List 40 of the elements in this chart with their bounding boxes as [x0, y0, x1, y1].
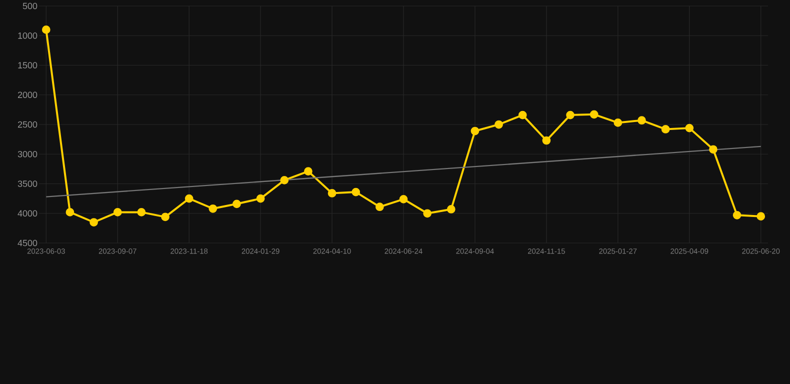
- point: [66, 208, 74, 216]
- point: [756, 212, 766, 221]
- y-tick-label: 4500: [18, 240, 38, 246]
- point: [352, 188, 360, 196]
- point: [470, 126, 480, 136]
- point: [184, 194, 194, 203]
- y-tick-label: 500: [22, 2, 38, 10]
- y-tick-label: 1500: [18, 62, 38, 68]
- point: [661, 125, 670, 134]
- point: [42, 26, 50, 34]
- point: [90, 218, 98, 226]
- y-tick-label: 3500: [18, 180, 38, 187]
- point: [399, 194, 408, 204]
- point: [542, 136, 551, 145]
- point: [280, 176, 289, 184]
- y-tick-label: 2500: [18, 121, 38, 128]
- point: [732, 210, 742, 220]
- point: [232, 200, 241, 208]
- point: [328, 189, 336, 198]
- point: [113, 208, 122, 216]
- y-tick-label: 4000: [18, 210, 38, 217]
- point: [304, 167, 312, 176]
- point: [161, 212, 170, 222]
- point: [137, 208, 146, 216]
- point: [709, 145, 718, 154]
- point: [423, 209, 432, 218]
- y-tick-label: 2000: [18, 92, 38, 98]
- point: [685, 124, 694, 132]
- point: [638, 116, 646, 125]
- y-tick-label: 3000: [18, 150, 38, 158]
- y-tick-label: 1000: [18, 32, 38, 39]
- point: [446, 205, 456, 214]
- point: [590, 110, 598, 119]
- point: [256, 194, 265, 203]
- point: [614, 118, 622, 127]
- point: [518, 110, 527, 120]
- point: [566, 110, 574, 120]
- point: [494, 120, 503, 129]
- point: [375, 202, 384, 212]
- point: [208, 204, 218, 213]
